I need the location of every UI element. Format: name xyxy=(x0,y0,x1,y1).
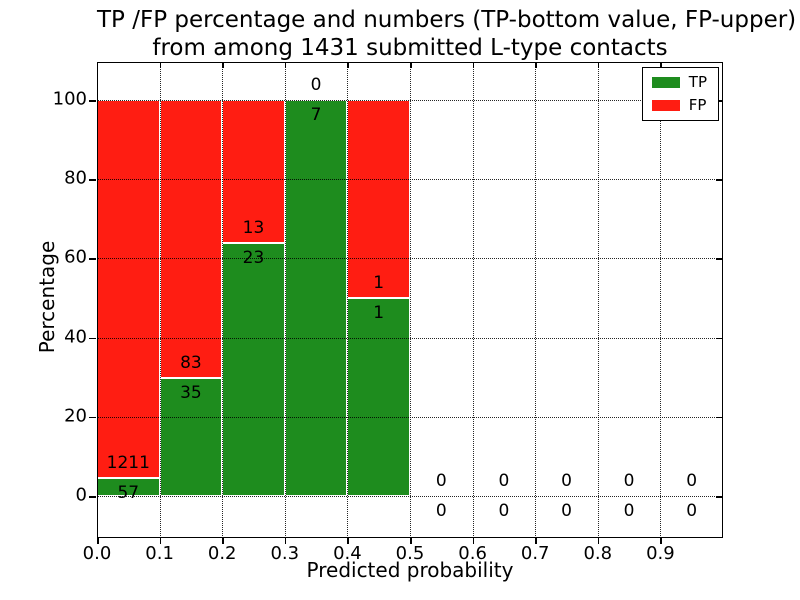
x-tick-bottom xyxy=(284,538,287,544)
y-tick-right xyxy=(716,496,723,498)
plot-area: 1211 57 83 35 13 23 0 7 1 1 0 0 0 0 0 0 0 0 0 0 0.0 0.1 0.2 0.… xyxy=(53,62,723,564)
x-tick-top xyxy=(472,62,475,68)
x-tick-top xyxy=(597,62,600,68)
gridline-x-0.5 xyxy=(410,62,411,538)
x-tick-label: 0.1 xyxy=(145,543,174,564)
x-tick-label: 0.5 xyxy=(395,543,425,564)
x-tick-top xyxy=(660,62,662,68)
y-tick-right xyxy=(716,100,723,102)
y-axis-label: Percentage xyxy=(35,240,59,354)
tp-count-label: 0 xyxy=(686,501,698,521)
fp-legend-label: FP xyxy=(688,96,707,114)
x-tick-label: 0.2 xyxy=(207,543,237,564)
x-tick-label: 0.8 xyxy=(583,543,613,564)
tp-count-label: 1 xyxy=(373,303,385,323)
grid-layer xyxy=(97,62,723,538)
y-tick-label: 40 xyxy=(64,326,87,348)
y-tick-left xyxy=(89,258,96,260)
y-tick-label: 0 xyxy=(75,484,87,506)
y-tick-left xyxy=(89,337,96,340)
x-tick-top xyxy=(159,62,162,68)
x-tick-label: 0.6 xyxy=(458,543,487,564)
tp-color-swatch xyxy=(651,77,680,88)
fp-count-label: 13 xyxy=(242,217,265,238)
y-tick-label: 60 xyxy=(64,246,87,268)
x-tick-bottom xyxy=(660,538,662,544)
x-tick-bottom xyxy=(347,538,349,544)
tp-count-label: 0 xyxy=(623,501,635,521)
gridline-x-0.7 xyxy=(535,62,537,538)
tp-count-label: 23 xyxy=(242,247,265,268)
x-tick-bottom xyxy=(535,538,537,544)
y-tick-label: 80 xyxy=(64,167,87,189)
gridline-x-0.1 xyxy=(159,62,161,538)
x-tick-bottom xyxy=(410,538,412,544)
x-tick-top xyxy=(284,62,287,68)
y-tick-left xyxy=(89,179,96,181)
gridline-x-0.4 xyxy=(347,62,349,538)
bar-segment-tp xyxy=(159,378,223,496)
x-tick-bottom xyxy=(472,538,475,544)
x-tick-label: 0.9 xyxy=(646,543,675,564)
bar-segment-fp xyxy=(159,100,223,379)
fp-count-label: 0 xyxy=(561,471,572,491)
fp-count-label: 0 xyxy=(310,75,322,95)
gridline-x-0.6 xyxy=(472,62,474,538)
y-tick-label: 100 xyxy=(52,88,87,110)
bars-layer xyxy=(97,62,723,538)
x-tick-bottom xyxy=(97,538,99,544)
tp-legend-label: TP xyxy=(688,73,707,91)
tp-count-label: 57 xyxy=(117,483,140,504)
y-tick-right xyxy=(716,258,723,260)
legend: TP FP xyxy=(641,67,719,121)
x-tick-label: 0.7 xyxy=(520,543,550,564)
y-tick-left xyxy=(89,100,96,102)
x-tick-bottom xyxy=(222,538,224,544)
x-tick-label: 0.4 xyxy=(333,543,362,564)
fp-color-swatch xyxy=(651,100,680,111)
fp-count-label: 83 xyxy=(180,353,202,374)
gridline-x-0.8 xyxy=(597,62,599,538)
annotations-layer: 1211 57 83 35 13 23 0 7 1 1 0 0 0 0 0 0 0 0 0 0 xyxy=(97,62,723,538)
x-tick-top xyxy=(535,62,537,68)
tp-count-label: 35 xyxy=(180,383,202,404)
ticks-layer: 0.0 0.1 0.2 0.3 0.4 0.5 0.6 0.7 0.8 0.9 0 20 40 60 80 1… xyxy=(53,62,723,564)
y-tick-right xyxy=(716,416,723,419)
y-tick-right xyxy=(716,337,723,340)
chart-title-line2: from among 1431 submitted L-type contact… xyxy=(152,35,668,61)
fp-count-label: 0 xyxy=(623,471,635,491)
legend-item-tp: TP xyxy=(651,73,707,91)
bar-segment-fp xyxy=(347,100,410,298)
x-tick-label: 0.3 xyxy=(270,543,300,564)
x-tick-top xyxy=(222,62,224,68)
fp-count-label: 1211 xyxy=(106,453,150,474)
x-tick-top xyxy=(410,62,412,68)
fp-count-label: 1 xyxy=(373,273,385,293)
tp-count-label: 7 xyxy=(310,105,322,125)
x-tick-bottom xyxy=(597,538,600,544)
gridline-x-0.3 xyxy=(284,62,286,538)
x-tick-label: 0.0 xyxy=(82,543,112,564)
tp-count-label: 0 xyxy=(435,501,447,521)
y-tick-right xyxy=(716,179,723,181)
gridline-x-0.9 xyxy=(660,62,662,538)
chart-title-line1: TP /FP percentage and numbers (TP-bottom… xyxy=(97,7,797,33)
legend-item-fp: FP xyxy=(651,96,707,114)
y-tick-label: 20 xyxy=(64,405,87,427)
y-tick-left xyxy=(89,496,96,498)
tp-count-label: 0 xyxy=(561,501,572,521)
fp-count-label: 0 xyxy=(686,471,698,491)
gridline-x-0.2 xyxy=(222,62,224,538)
y-tick-left xyxy=(89,416,96,419)
x-tick-top xyxy=(347,62,349,68)
x-tick-bottom xyxy=(159,538,162,544)
fp-count-label: 0 xyxy=(435,471,447,491)
x-axis-label: Predicted probability xyxy=(306,558,514,582)
tp-count-label: 0 xyxy=(498,501,510,521)
fp-count-label: 0 xyxy=(498,471,510,491)
